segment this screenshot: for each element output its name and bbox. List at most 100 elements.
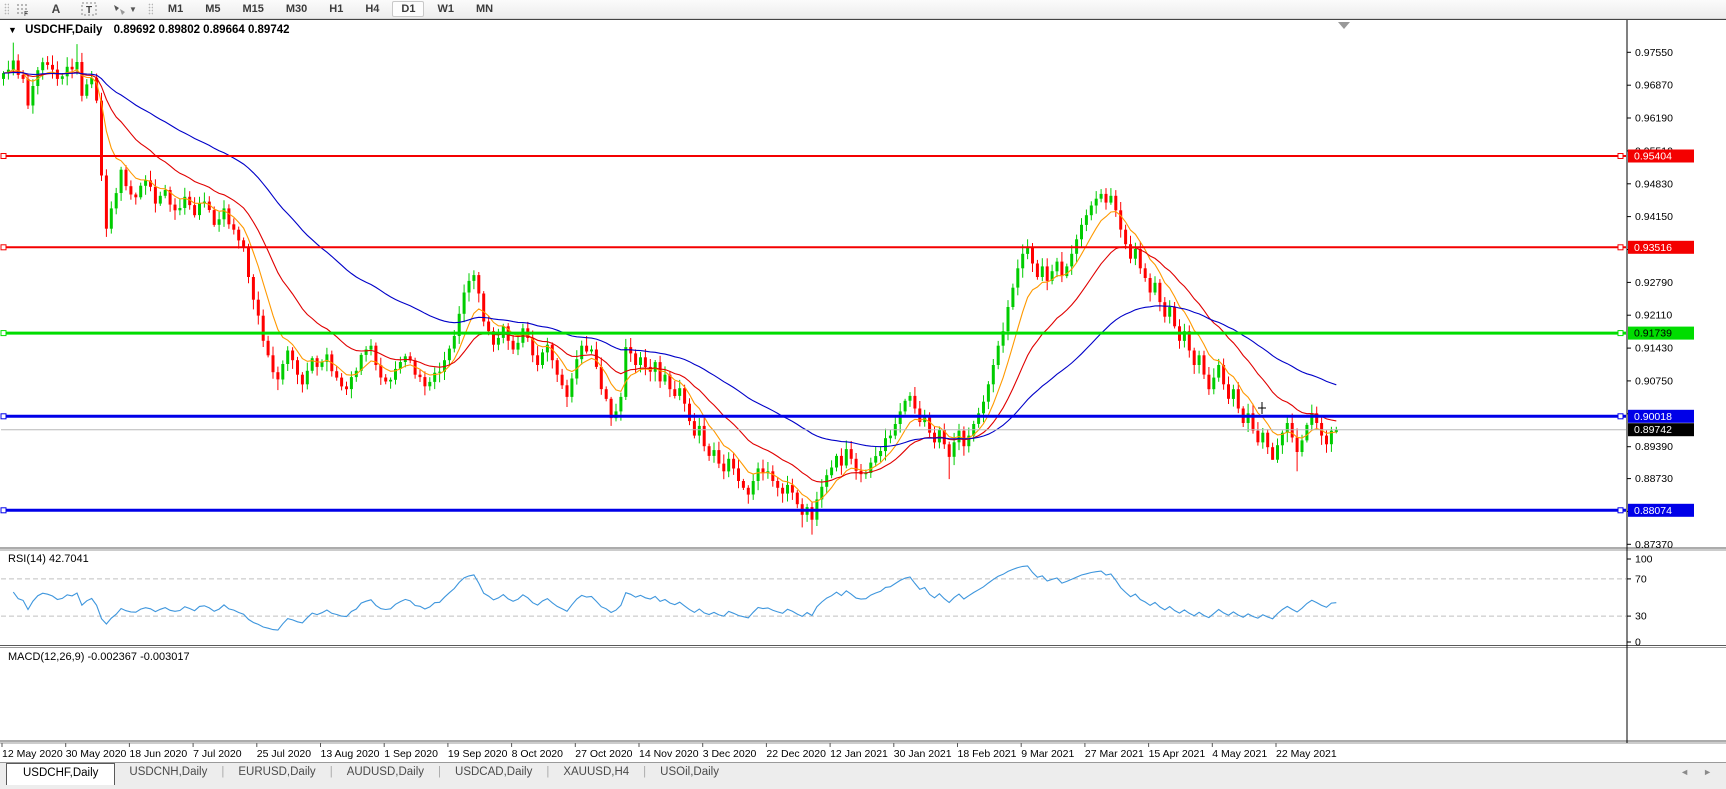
tab-scroll-left-arrow[interactable]: ◄ (1680, 767, 1690, 777)
hline-left-handle[interactable] (0, 244, 7, 251)
rsi-axis-tick: 30 (1635, 611, 1647, 623)
ma-line-21 (3, 71, 1337, 483)
svg-text:0.95404: 0.95404 (1634, 151, 1672, 163)
timeframe-button-H1[interactable]: H1 (329, 3, 344, 15)
chart-tab-XAUUSD[interactable]: XAUUSD,H4 (563, 766, 630, 778)
date-axis: 12 May 2020 30 May 2020 18 Jun 2020 7 Jul 2… (1, 743, 1337, 760)
hline-right-handle[interactable] (1617, 330, 1624, 337)
current-price-label: 0.89742 (1628, 423, 1694, 437)
chart-dropdown-icon[interactable]: ▼ (8, 25, 17, 35)
arrows-dropdown-caret[interactable]: ▼ (129, 4, 137, 14)
hline-right-handle[interactable] (1617, 244, 1624, 251)
svg-text:15 Apr 2021: 15 Apr 2021 (1149, 748, 1206, 760)
svg-text:27 Mar 2021: 27 Mar 2021 (1085, 748, 1144, 760)
svg-text:12 Jan 2021: 12 Jan 2021 (830, 748, 888, 760)
svg-text:9 Mar 2021: 9 Mar 2021 (1021, 748, 1074, 760)
hline-left-handle[interactable] (0, 153, 7, 159)
hline-price-label: 0.91739 (1628, 326, 1694, 340)
tab-separator: | (643, 766, 647, 778)
chart-symbol-period: USDCHF,Daily (25, 24, 103, 36)
hline-price-label: 0.88074 (1628, 503, 1694, 517)
cross-marker-icon[interactable] (1258, 402, 1266, 414)
hline-price-label: 0.95404 (1628, 149, 1694, 163)
timeframe-button-D1[interactable]: D1 (392, 1, 425, 17)
hline-price-label: 0.90018 (1628, 409, 1694, 423)
macd-label: MACD(12,26,9) -0.002367 -0.003017 (8, 651, 190, 663)
text-label-tool-button[interactable]: A (47, 1, 65, 17)
svg-text:8 Oct 2020: 8 Oct 2020 (512, 748, 564, 760)
tab-scroll-right-arrow[interactable]: ► (1703, 767, 1712, 777)
rsi-axis-tick: 70 (1635, 573, 1647, 585)
hline-right-handle[interactable] (1617, 507, 1624, 514)
svg-text:18 Jun 2020: 18 Jun 2020 (129, 748, 187, 760)
svg-text:3 Dec 2020: 3 Dec 2020 (703, 748, 757, 760)
hline-left-handle[interactable] (0, 507, 7, 514)
tab-separator: | (221, 766, 225, 778)
fibonacci-icon: F (16, 4, 29, 16)
svg-text:F: F (24, 11, 28, 16)
chart-tab-USDCNH[interactable]: USDCNH,Daily (129, 766, 208, 778)
toolbar-grip (4, 3, 9, 15)
arrows-icon (114, 4, 125, 15)
svg-text:0.90018: 0.90018 (1634, 411, 1672, 423)
svg-text:30 Jan 2021: 30 Jan 2021 (894, 748, 952, 760)
svg-text:0.89390: 0.89390 (1635, 441, 1673, 453)
svg-text:0.93516: 0.93516 (1634, 242, 1672, 254)
chart-tab-USDCHF[interactable]: USDCHF,Daily (6, 763, 116, 785)
chart-tabs: USDCHF,Daily USDCNH,Daily | EURUSD,Daily | AU… (0, 763, 733, 785)
tab-separator: | (438, 766, 442, 778)
hline-price-label: 0.93516 (1628, 240, 1694, 254)
hline-left-handle[interactable] (0, 330, 7, 337)
timeframe-button-W1[interactable]: W1 (437, 3, 454, 15)
tab-scroll-arrows: ◄ ► (1680, 763, 1726, 777)
svg-text:13 Aug 2020: 13 Aug 2020 (321, 748, 380, 760)
chart-shift-marker-icon[interactable] (1338, 22, 1350, 29)
text-box-icon: T (81, 2, 97, 16)
timeframe-button-MN[interactable]: MN (475, 3, 494, 15)
svg-text:22 Dec 2020: 22 Dec 2020 (766, 748, 826, 760)
svg-text:0.97550: 0.97550 (1635, 47, 1673, 59)
moving-averages-layer (3, 69, 1337, 503)
arrows-tool-button[interactable]: ▼ (111, 1, 137, 17)
hline-left-handle[interactable] (0, 413, 7, 420)
hline-right-handle[interactable] (1617, 153, 1624, 159)
rsi-axis-tick: 100 (1635, 554, 1653, 566)
timeframe-button-M5[interactable]: M5 (205, 3, 221, 15)
timeframe-button-H4[interactable]: H4 (365, 3, 380, 15)
chart-ohlc-values: 0.89692 0.89802 0.89664 0.89742 (113, 24, 290, 36)
svg-text:0.91739: 0.91739 (1634, 328, 1672, 340)
svg-text:18 Feb 2021: 18 Feb 2021 (958, 748, 1017, 760)
fibonacci-tool-button[interactable]: F (14, 1, 32, 17)
chart-tab-USDCAD[interactable]: USDCAD,Daily (455, 766, 533, 778)
chart-tab-bar: USDCHF,Daily USDCNH,Daily | EURUSD,Daily | AU… (0, 762, 1726, 789)
svg-text:7 Jul 2020: 7 Jul 2020 (193, 748, 242, 760)
timeframe-button-M1[interactable]: M1 (167, 3, 184, 15)
svg-text:12 May 2020: 12 May 2020 (2, 748, 63, 760)
chart-tab-AUDUSD[interactable]: AUDUSD,Daily (346, 766, 425, 778)
ma-line-55 (3, 71, 1337, 448)
chart-tab-USOil[interactable]: USOil,Daily (660, 766, 719, 778)
svg-text:0.96870: 0.96870 (1635, 80, 1673, 92)
rsi-line (12, 565, 1337, 631)
tab-separator: | (546, 766, 550, 778)
timeframe-button-M15[interactable]: M15 (242, 3, 264, 15)
svg-text:0.90750: 0.90750 (1635, 375, 1673, 387)
hline-right-handle[interactable] (1617, 413, 1624, 420)
timeframe-button-M30[interactable]: M30 (285, 3, 308, 15)
svg-text:0.91430: 0.91430 (1635, 343, 1673, 355)
svg-text:0.92110: 0.92110 (1635, 310, 1672, 322)
toolbar: F A T ▼ M1 M5 M15 M30 H1 H4 D1 W1 MN (0, 0, 1726, 19)
rsi-axis-tick: 0 (1635, 637, 1641, 649)
svg-text:0.94150: 0.94150 (1635, 211, 1673, 223)
text-box-tool-button[interactable]: T (80, 1, 98, 17)
chart-tab-EURUSD[interactable]: EURUSD,Daily (238, 766, 316, 778)
rsi-label: RSI(14) 42.7041 (8, 553, 89, 565)
svg-text:0.89742: 0.89742 (1634, 424, 1672, 436)
text-label-icon: A (51, 2, 61, 16)
svg-text:0.87370: 0.87370 (1635, 539, 1673, 551)
svg-text:27 Oct 2020: 27 Oct 2020 (575, 748, 632, 760)
chart-title: ▼ USDCHF,Daily 0.89692 0.89802 0.89664 0… (8, 24, 290, 36)
